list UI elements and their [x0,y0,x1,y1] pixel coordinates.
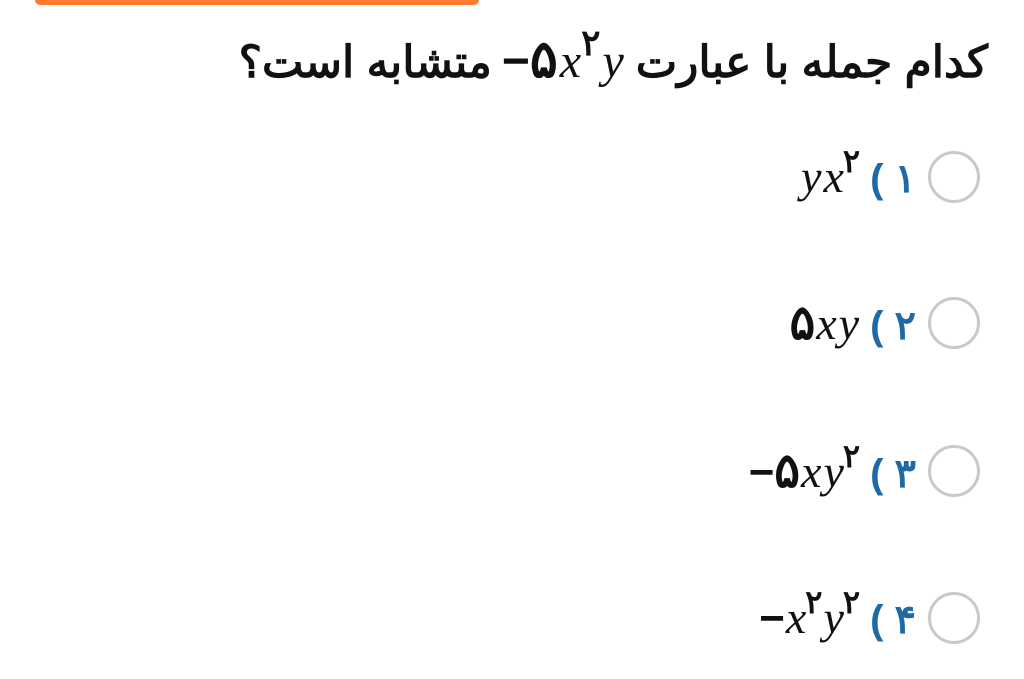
coefficient: ۵ [789,295,815,351]
option-4-content: ۴ ) − x ۲ y ۲ [759,591,916,644]
option-3-label: ۳ ) [870,451,916,497]
variable-x: x [558,34,583,89]
option-2-expression: ۵ x y [789,295,860,351]
minus-sign: − [749,448,775,498]
question-pre-text: کدام جمله با عبارت [636,37,988,88]
exponent: ۲ [581,22,600,64]
option-4[interactable]: ۴ ) − x ۲ y ۲ [749,591,980,644]
option-2[interactable]: ۲ ) ۵ x y [749,295,980,351]
exponent: ۲ [843,437,860,475]
option-4-expression: − x ۲ y ۲ [759,591,860,644]
variable-y: y [838,297,860,350]
exponent: ۲ [843,583,860,621]
radio-3[interactable] [928,445,980,497]
question-post-text: متشابه است؟ [239,37,492,88]
minus-sign: − [502,34,530,89]
question: کدام جمله با عبارت − ۵ x ۲ y متشابه است؟ [200,30,988,90]
option-2-label: ۲ ) [870,303,916,349]
minus-sign: − [759,594,785,644]
variable-x: x [785,591,807,644]
coefficient: ۵ [530,30,558,90]
option-3[interactable]: ۳ ) − ۵ x y ۲ [749,443,980,499]
exponent: ۲ [805,583,822,621]
variable-y: y [800,150,822,203]
option-1-content: ۱ ) y x ۲ [800,150,916,203]
variable-x: x [800,445,822,498]
option-3-content: ۳ ) − ۵ x y ۲ [749,443,916,499]
variable-y: y [822,445,844,498]
top-accent-bar [35,0,479,5]
coefficient: ۵ [774,443,800,499]
option-2-content: ۲ ) ۵ x y [789,295,916,351]
variable-y: y [600,34,625,89]
option-1[interactable]: ۱ ) y x ۲ [749,150,980,203]
option-4-label: ۴ ) [870,597,916,643]
variable-x: x [815,297,837,350]
exponent: ۲ [843,142,860,180]
radio-1[interactable] [928,151,980,203]
options-list: ۱ ) y x ۲ ۲ ) ۵ x y ۳ ) − ۵ x [749,150,980,644]
variable-x: x [822,150,844,203]
radio-2[interactable] [928,297,980,349]
option-1-expression: y x ۲ [800,150,860,203]
variable-y: y [822,591,844,644]
option-3-expression: − ۵ x y ۲ [749,443,861,499]
question-expression: − ۵ x ۲ y [502,30,626,90]
radio-4[interactable] [928,592,980,644]
option-1-label: ۱ ) [870,156,916,202]
